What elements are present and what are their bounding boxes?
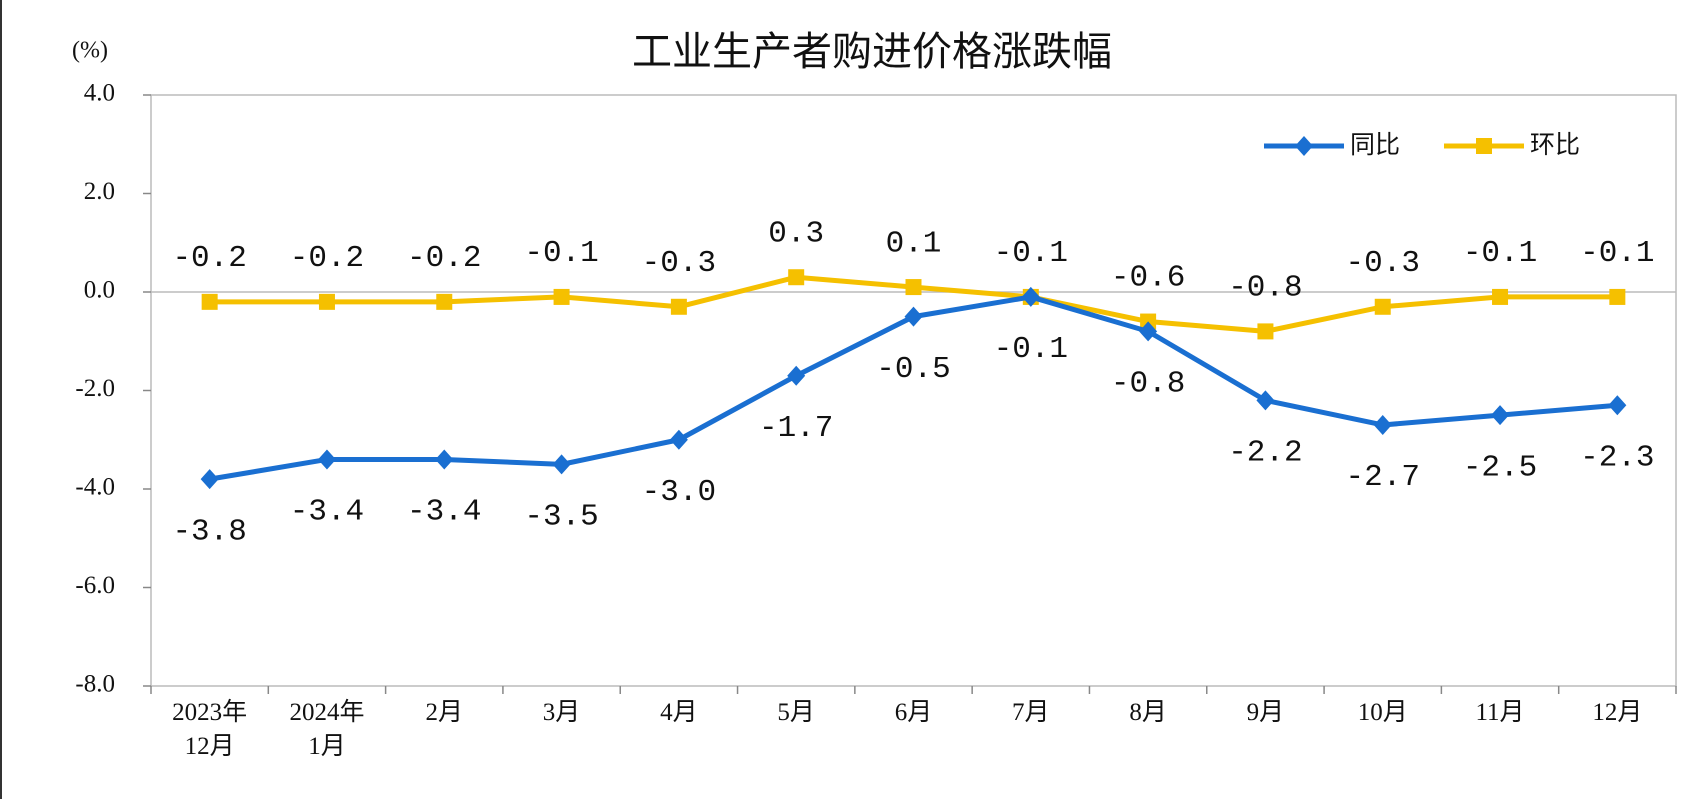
data-label: -3.4: [290, 495, 364, 530]
x-tick-label: 12月: [1592, 699, 1643, 726]
x-tick-label: 3月: [542, 699, 581, 726]
data-label: -0.3: [642, 246, 716, 281]
marker: [787, 365, 806, 386]
marker: [553, 288, 570, 305]
y-tick-label: -4.0: [75, 474, 115, 501]
marker: [200, 469, 219, 490]
x-tick-label: 2023年12月: [172, 699, 248, 760]
marker: [436, 293, 453, 310]
marker: [1491, 405, 1510, 426]
x-tick-label: 8月: [1129, 699, 1167, 726]
marker: [318, 293, 335, 310]
x-tick-label: 7月: [1012, 699, 1050, 726]
x-tick-label: 2024年1月: [289, 699, 365, 760]
marker: [1256, 390, 1275, 411]
marker: [670, 298, 687, 315]
data-label: -0.8: [1228, 271, 1302, 306]
data-label: -2.7: [1346, 460, 1420, 495]
data-label: -2.3: [1580, 440, 1654, 475]
marker: [669, 429, 688, 450]
data-label: -0.2: [172, 241, 246, 276]
data-label: -3.8: [172, 514, 246, 549]
data-label: -0.1: [994, 236, 1068, 271]
x-tick-label: 2月: [425, 699, 464, 726]
data-label: -0.3: [1346, 246, 1420, 281]
x-tick-label: 9月: [1246, 699, 1285, 726]
marker: [317, 449, 336, 470]
marker: [788, 269, 805, 286]
marker: [1139, 321, 1158, 342]
marker: [1021, 286, 1040, 307]
data-label: -3.5: [524, 500, 598, 535]
data-label: -2.2: [1228, 436, 1302, 471]
data-label: 0.3: [768, 216, 824, 251]
marker: [1476, 138, 1492, 154]
marker: [1492, 288, 1509, 305]
marker: [1295, 136, 1313, 156]
x-tick-label: 10月: [1357, 699, 1408, 726]
marker: [1257, 323, 1274, 340]
marker: [552, 454, 571, 475]
y-tick-label: 4.0: [84, 80, 115, 107]
data-label: -0.1: [1463, 236, 1537, 271]
data-label: -0.1: [994, 332, 1068, 367]
y-tick-label: -8.0: [75, 671, 115, 698]
marker: [1608, 395, 1627, 416]
data-label: -0.2: [407, 241, 481, 276]
data-label: -2.5: [1463, 450, 1537, 485]
data-label: -0.5: [876, 352, 950, 387]
y-axis-label: (%): [72, 38, 108, 64]
x-tick-label: 6月: [894, 699, 933, 726]
legend-label: 同比: [1350, 130, 1400, 159]
marker: [435, 449, 454, 470]
data-label: -3.0: [642, 475, 716, 510]
marker: [201, 293, 218, 310]
x-tick-label: 4月: [660, 699, 698, 726]
y-tick-label: 0.0: [84, 277, 115, 304]
y-tick-label: -2.0: [75, 375, 115, 402]
marker: [1374, 298, 1391, 315]
chart-title: 工业生产者购进价格涨跌幅: [632, 29, 1112, 75]
data-label: 0.1: [886, 226, 942, 261]
data-label: -0.2: [290, 241, 364, 276]
data-label: -0.8: [1111, 367, 1185, 402]
marker: [1609, 288, 1626, 305]
data-label: -0.1: [1580, 236, 1654, 271]
data-label: -0.1: [524, 236, 598, 271]
data-label: -3.4: [407, 495, 481, 530]
y-tick-label: -6.0: [75, 572, 115, 599]
plot-frame: [150, 94, 1677, 687]
legend-label: 环比: [1530, 130, 1580, 159]
marker: [905, 279, 922, 296]
marker: [1373, 414, 1392, 435]
x-tick-label: 5月: [777, 699, 815, 726]
data-label: -0.6: [1111, 261, 1185, 296]
x-tick-label: 11月: [1475, 699, 1525, 726]
marker: [904, 306, 923, 327]
y-tick-label: 2.0: [84, 178, 115, 205]
data-label: -1.7: [759, 411, 833, 446]
